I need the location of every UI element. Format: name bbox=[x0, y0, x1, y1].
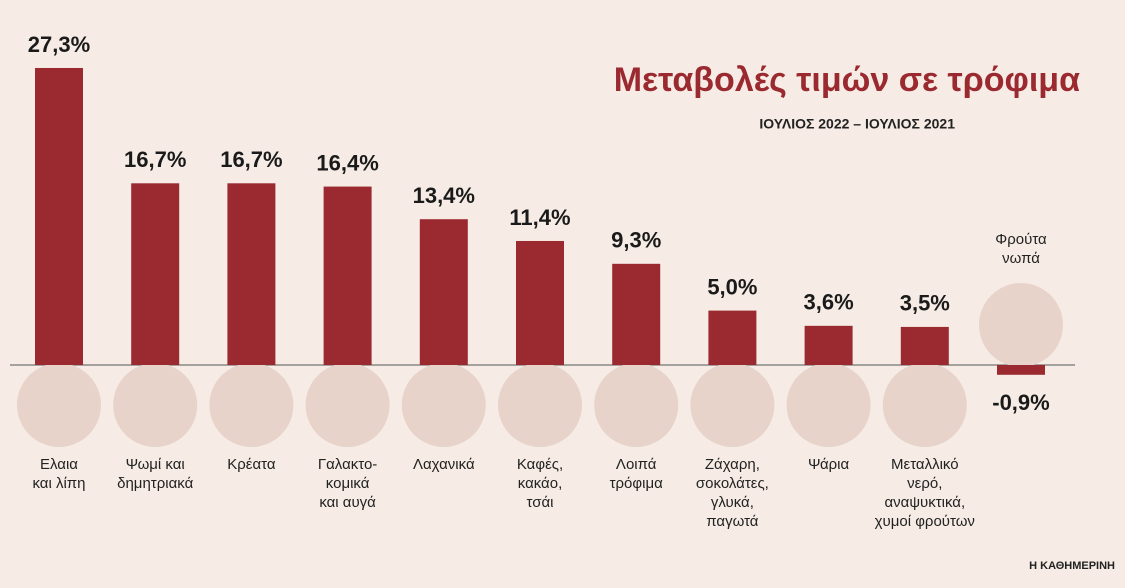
category-label: Μεταλλικό νερό, αναψυκτικά, χυμοί φρούτω… bbox=[874, 456, 975, 530]
bar bbox=[323, 186, 372, 365]
value-label: 11,4% bbox=[509, 205, 570, 230]
category-icon bbox=[882, 363, 967, 447]
category-label: Λαχανικά bbox=[412, 456, 475, 473]
category-label: Ψωμί και δημητριακά bbox=[117, 456, 194, 492]
bar bbox=[612, 263, 661, 365]
category-label: Ζάχαρη, σοκολάτες, γλυκά, παγωτά bbox=[695, 456, 769, 530]
chart-title: Μεταβολές τιμών σε τρόφιμα bbox=[614, 61, 1080, 99]
value-label: 3,5% bbox=[900, 291, 950, 316]
bar bbox=[516, 240, 564, 365]
bar bbox=[35, 67, 83, 365]
value-label: 16,7% bbox=[124, 147, 186, 172]
category-label: Λοιπά τρόφιμα bbox=[609, 456, 663, 492]
bar bbox=[804, 325, 853, 365]
category-label: Ελαια και λίπη bbox=[32, 456, 86, 492]
category-label: Κρέατα bbox=[227, 456, 276, 473]
category-icon bbox=[786, 363, 871, 447]
category-icon bbox=[498, 363, 582, 447]
value-label: -0,9% bbox=[992, 390, 1049, 415]
category-icon bbox=[401, 363, 486, 447]
value-label: 9,3% bbox=[611, 228, 661, 253]
value-label: 16,7% bbox=[220, 147, 282, 172]
category-label: Φρούτα νωπά bbox=[995, 231, 1047, 267]
category-icon bbox=[690, 363, 775, 447]
bar bbox=[419, 219, 468, 365]
bar bbox=[997, 365, 1045, 375]
category-label: Ψάρια bbox=[808, 456, 850, 473]
category-icon bbox=[594, 363, 679, 447]
value-label: 5,0% bbox=[707, 274, 757, 299]
source: Η ΚΑΘΗΜΕΡΙΝΗ bbox=[1029, 560, 1115, 572]
category-icon bbox=[113, 363, 198, 447]
bar bbox=[131, 183, 180, 365]
category-icon bbox=[979, 283, 1063, 367]
value-label: 16,4% bbox=[316, 150, 378, 175]
value-label: 27,3% bbox=[28, 32, 90, 57]
chart-subtitle: ΙΟΥΛΙΟΣ 2022 – ΙΟΥΛΙΟΣ 2021 bbox=[759, 116, 955, 132]
bar bbox=[708, 310, 757, 365]
category-icon bbox=[305, 363, 390, 447]
bar bbox=[900, 326, 949, 365]
value-label: 13,4% bbox=[413, 183, 475, 208]
value-label: 3,6% bbox=[804, 290, 854, 315]
category-label: Καφές, κακάο, τσάι bbox=[516, 456, 564, 511]
bar bbox=[227, 183, 276, 365]
category-icon bbox=[17, 363, 101, 447]
category-label: Γαλακτο- κομικά και αυγά bbox=[317, 456, 378, 511]
category-icon bbox=[209, 363, 294, 447]
